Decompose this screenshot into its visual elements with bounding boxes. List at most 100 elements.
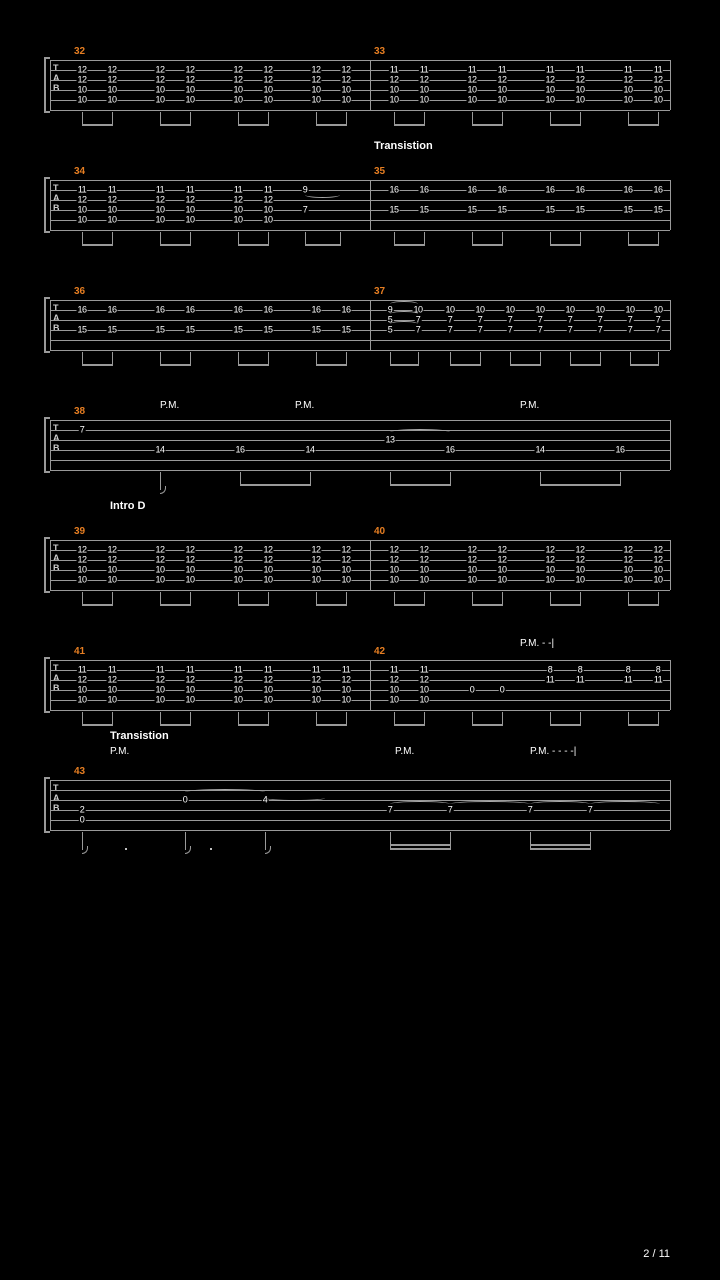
tab-string-line <box>50 60 670 61</box>
tab-string-line <box>50 590 670 591</box>
bar-number: 43 <box>74 766 85 777</box>
fret-number: 10 <box>262 206 273 215</box>
fret-number: 10 <box>418 576 429 585</box>
fret-number: 12 <box>106 676 117 685</box>
fret-number: 10 <box>232 576 243 585</box>
fret-number: 10 <box>496 86 507 95</box>
tab-page: 3233TAB121210101212101012121010121210101… <box>0 0 720 920</box>
fret-number: 12 <box>154 196 165 205</box>
fret-number: 16 <box>496 186 507 195</box>
section-label: Transistion <box>110 730 169 742</box>
tab-string-line <box>50 310 670 311</box>
bar-number: 35 <box>374 166 385 177</box>
fret-number: 12 <box>184 196 195 205</box>
tab-clef: TAB <box>53 663 60 693</box>
fret-number: 12 <box>76 556 87 565</box>
slur <box>390 801 450 807</box>
fret-number: 10 <box>594 306 605 315</box>
fret-number: 10 <box>76 216 87 225</box>
fret-number: 12 <box>184 556 195 565</box>
pm-label: P.M. <box>395 746 414 757</box>
fret-number: 7 <box>537 316 544 325</box>
tab-staff: TAB714161413161416 <box>50 420 670 470</box>
fret-number: 12 <box>466 546 477 555</box>
fret-number: 12 <box>232 556 243 565</box>
tab-string-line <box>50 430 670 431</box>
fret-number: 11 <box>155 666 165 675</box>
bar-number: 41 <box>74 646 85 657</box>
measure-row: TransistionP.M.P.M.P.M. - - - -|43TAB200… <box>50 780 670 830</box>
fret-number: 8 <box>655 666 662 675</box>
barline <box>50 540 51 590</box>
fret-number: 12 <box>340 676 351 685</box>
fret-number: 10 <box>388 696 399 705</box>
bar-number: 37 <box>374 286 385 297</box>
fret-number: 11 <box>341 666 351 675</box>
fret-number: 12 <box>154 556 165 565</box>
tab-string-line <box>50 780 670 781</box>
tab-string-line <box>50 350 670 351</box>
section-label: Intro D <box>110 500 145 512</box>
tab-string-line <box>50 180 670 181</box>
slur <box>305 192 340 198</box>
fret-number: 11 <box>263 186 273 195</box>
fret-number: 10 <box>466 86 477 95</box>
fret-number: 12 <box>262 546 273 555</box>
tab-staff: TAB1615161516151615161516151615161595510… <box>50 300 670 350</box>
fret-number: 10 <box>106 96 117 105</box>
fret-number: 12 <box>388 546 399 555</box>
fret-number: 12 <box>388 556 399 565</box>
fret-number: 10 <box>466 576 477 585</box>
fret-number: 10 <box>544 86 555 95</box>
fret-number: 2 <box>79 806 86 815</box>
fret-number: 12 <box>106 556 117 565</box>
tab-string-line <box>50 810 670 811</box>
fret-number: 10 <box>184 216 195 225</box>
barline <box>50 420 51 470</box>
fret-number: 15 <box>76 326 87 335</box>
slur <box>530 801 590 807</box>
fret-number: 14 <box>154 446 165 455</box>
tab-clef: TAB <box>53 543 60 573</box>
fret-number: 10 <box>262 216 273 225</box>
fret-number: 12 <box>262 676 273 685</box>
fret-number: 10 <box>154 96 165 105</box>
barline <box>370 540 371 590</box>
fret-number: 12 <box>340 76 351 85</box>
tab-string-line <box>50 460 670 461</box>
measure-row: 3637TAB161516151615161516151615161516159… <box>50 300 670 350</box>
fret-number: 12 <box>232 76 243 85</box>
fret-number: 10 <box>340 96 351 105</box>
tab-string-line <box>50 830 670 831</box>
fret-number: 12 <box>340 556 351 565</box>
fret-number: 16 <box>388 186 399 195</box>
fret-number: 10 <box>310 566 321 575</box>
fret-number: 12 <box>340 66 351 75</box>
fret-number: 10 <box>232 216 243 225</box>
tab-staff: TAB1112101011121010111210101112101011121… <box>50 180 670 230</box>
fret-number: 15 <box>652 206 663 215</box>
slur <box>450 801 530 807</box>
tab-string-line <box>50 820 670 821</box>
fret-number: 10 <box>504 306 515 315</box>
fret-number: 16 <box>154 306 165 315</box>
measure-row: Transistion3435TAB1112101011121010111210… <box>50 180 670 230</box>
fret-number: 15 <box>418 206 429 215</box>
bar-number: 40 <box>374 526 385 537</box>
fret-number: 10 <box>310 86 321 95</box>
slur <box>390 429 450 435</box>
fret-number: 11 <box>419 66 429 75</box>
fret-number: 12 <box>574 546 585 555</box>
fret-number: 10 <box>76 576 87 585</box>
fret-number: 11 <box>545 66 555 75</box>
tab-staff: TAB1212101012121010121210101212101012121… <box>50 540 670 590</box>
fret-number: 10 <box>232 96 243 105</box>
fret-number: 10 <box>106 216 117 225</box>
fret-number: 7 <box>477 326 484 335</box>
barline <box>370 300 371 350</box>
bar-number: 32 <box>74 46 85 57</box>
section-label: Transistion <box>374 140 433 152</box>
bar-number: 34 <box>74 166 85 177</box>
bar-number: 33 <box>374 46 385 57</box>
fret-number: 11 <box>185 186 195 195</box>
